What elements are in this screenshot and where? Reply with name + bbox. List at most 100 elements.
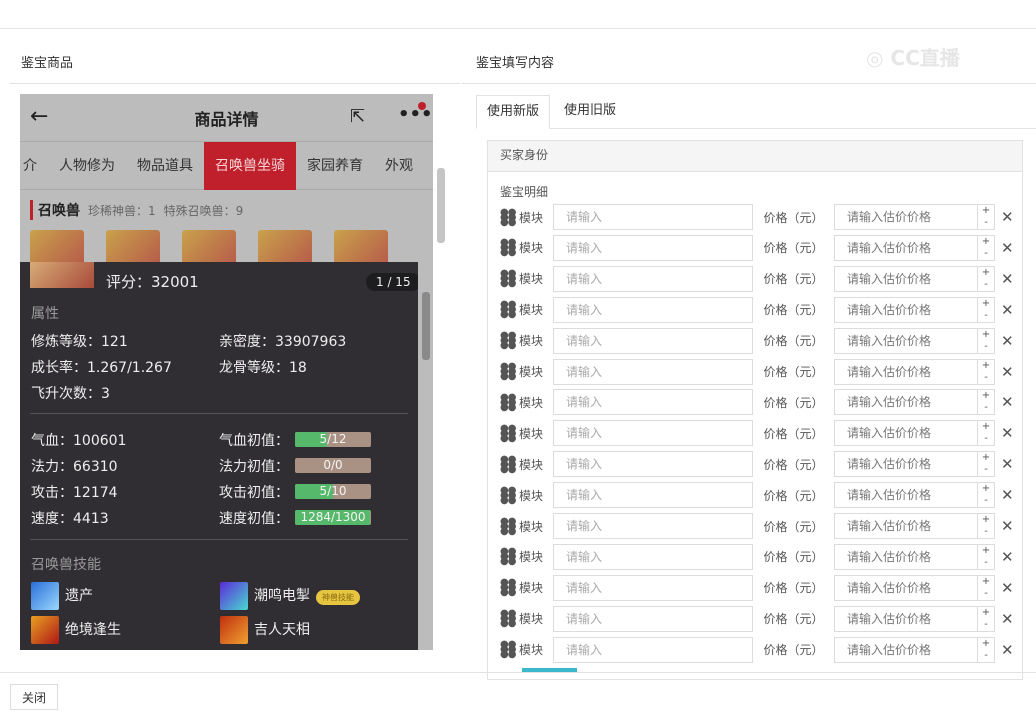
price-stepper[interactable]: + -	[978, 204, 995, 230]
price-input[interactable]: 请输入估价价格	[834, 204, 978, 230]
phone-tab[interactable]: 家园养育	[307, 157, 363, 174]
share-icon[interactable]: ⇱	[350, 106, 366, 127]
price-stepper[interactable]: + -	[978, 296, 995, 323]
remove-row-icon[interactable]: ✕	[1001, 486, 1014, 505]
price-input[interactable]: 请输入估价价格	[834, 574, 978, 601]
module-input[interactable]: 请输入	[553, 482, 753, 509]
phone-tab-active[interactable]: 召唤兽坐骑	[204, 141, 296, 190]
module-input[interactable]: 请输入	[553, 543, 753, 570]
drag-handle-icon[interactable]: ●● ●● ●●	[500, 608, 516, 630]
remove-row-icon[interactable]: ✕	[1001, 547, 1014, 566]
price-input[interactable]: 请输入估价价格	[834, 636, 978, 663]
remove-row-icon[interactable]: ✕	[1001, 640, 1014, 659]
remove-row-icon[interactable]: ✕	[1001, 424, 1014, 443]
module-label: 模块	[519, 426, 544, 441]
popup-scrollbar[interactable]	[422, 266, 430, 646]
remove-row-icon[interactable]: ✕	[1001, 362, 1014, 381]
drag-handle-icon[interactable]: ●● ●● ●●	[500, 484, 516, 506]
price-stepper[interactable]: + -	[978, 482, 995, 509]
bar-fill	[295, 510, 371, 525]
phone-tab[interactable]: 人物修为	[59, 157, 115, 174]
phone-tab[interactable]: 外观	[385, 157, 413, 174]
price-stepper[interactable]: + -	[978, 543, 995, 570]
module-input[interactable]: 请输入	[553, 636, 753, 663]
module-input[interactable]: 请输入	[553, 574, 753, 601]
phone-tab[interactable]: 介	[23, 157, 37, 174]
price-stepper[interactable]: + -	[978, 420, 995, 447]
price-input[interactable]: 请输入估价价格	[834, 389, 978, 416]
drag-handle-icon[interactable]: ●● ●● ●●	[500, 361, 516, 382]
module-input[interactable]: 请输入	[553, 451, 753, 478]
module-input[interactable]: 请输入	[553, 234, 753, 261]
drag-handle-icon[interactable]: ●● ●● ●●	[500, 639, 516, 661]
drag-handle-icon[interactable]: ●● ●● ●●	[500, 546, 516, 568]
divider	[30, 539, 408, 540]
close-button[interactable]: 关闭	[10, 684, 58, 710]
remove-row-icon[interactable]: ✕	[1001, 331, 1014, 350]
price-stepper[interactable]: + -	[978, 605, 995, 632]
module-input[interactable]: 请输入	[553, 420, 753, 447]
drag-handle-icon[interactable]: ●● ●● ●●	[500, 422, 516, 444]
module-input[interactable]: 请输入	[553, 358, 753, 385]
divider	[462, 83, 1036, 84]
price-stepper[interactable]: + -	[978, 451, 995, 478]
price-input[interactable]: 请输入估价价格	[834, 265, 978, 292]
attr: 成长率：1.267/1.267	[31, 360, 172, 376]
drag-handle-icon[interactable]: ●● ●● ●●	[500, 577, 516, 599]
price-input[interactable]: 请输入估价价格	[834, 605, 978, 632]
back-arrow-icon[interactable]: ←	[30, 104, 49, 129]
module-input[interactable]: 请输入	[553, 605, 753, 632]
remove-row-icon[interactable]: ✕	[1001, 609, 1014, 628]
price-input[interactable]: 请输入估价价格	[834, 234, 978, 261]
price-label: 价格（元）	[763, 365, 824, 379]
drag-handle-icon[interactable]: ●● ●● ●●	[500, 515, 516, 537]
drag-handle-icon[interactable]: ●● ●● ●●	[500, 453, 516, 475]
price-stepper[interactable]: + -	[978, 265, 995, 292]
remove-row-icon[interactable]: ✕	[1001, 238, 1014, 257]
module-input[interactable]: 请输入	[553, 204, 753, 230]
price-stepper[interactable]: + -	[978, 574, 995, 601]
remove-row-icon[interactable]: ✕	[1001, 393, 1014, 412]
price-input[interactable]: 请输入估价价格	[834, 482, 978, 509]
price-input[interactable]: 请输入估价价格	[834, 296, 978, 323]
remove-row-icon[interactable]: ✕	[1001, 300, 1014, 319]
scrollbar[interactable]	[437, 98, 445, 648]
price-stepper[interactable]: + -	[978, 234, 995, 261]
drag-handle-icon[interactable]: ●● ●● ●●	[500, 299, 516, 321]
price-input[interactable]: 请输入估价价格	[834, 513, 978, 539]
drag-handle-icon[interactable]: ●● ●● ●●	[500, 237, 516, 259]
remove-row-icon[interactable]: ✕	[1001, 269, 1014, 288]
tab-old-version[interactable]: 使用旧版	[564, 103, 617, 118]
attr: 龙骨等级：18	[219, 360, 307, 376]
module-input[interactable]: 请输入	[553, 327, 753, 354]
remove-row-icon[interactable]: ✕	[1001, 578, 1014, 597]
price-input[interactable]: 请输入估价价格	[834, 358, 978, 385]
phone-tab[interactable]: 物品道具	[137, 157, 193, 174]
remove-row-icon[interactable]: ✕	[1001, 455, 1014, 474]
drag-handle-icon[interactable]: ●● ●● ●●	[500, 268, 516, 290]
more-icon[interactable]: •••	[398, 104, 433, 125]
module-input[interactable]: 请输入	[553, 513, 753, 539]
price-input[interactable]: 请输入估价价格	[834, 451, 978, 478]
price-stepper[interactable]: + -	[978, 389, 995, 416]
remove-row-icon[interactable]: ✕	[1001, 208, 1014, 226]
drag-handle-icon[interactable]: ●● ●● ●●	[500, 206, 516, 228]
drag-handle-icon[interactable]: ●● ●● ●●	[500, 391, 516, 413]
module-input[interactable]: 请输入	[553, 296, 753, 323]
remove-row-icon[interactable]: ✕	[1001, 517, 1014, 535]
price-stepper[interactable]: + -	[978, 358, 995, 385]
module-input[interactable]: 请输入	[553, 389, 753, 416]
price-input[interactable]: 请输入估价价格	[834, 420, 978, 447]
module-input[interactable]: 请输入	[553, 265, 753, 292]
tab-new-version[interactable]: 使用新版	[476, 95, 551, 129]
price-stepper[interactable]: + -	[978, 636, 995, 663]
price-input[interactable]: 请输入估价价格	[834, 543, 978, 570]
price-stepper[interactable]: + -	[978, 327, 995, 354]
price-stepper[interactable]: + -	[978, 513, 995, 539]
add-button[interactable]	[522, 668, 577, 672]
drag-handle-icon[interactable]: ●● ●● ●●	[500, 330, 516, 352]
price-input[interactable]: 请输入估价价格	[834, 327, 978, 354]
module-label: 模块	[519, 365, 544, 379]
module-label: 模块	[519, 612, 544, 627]
bar-fill	[295, 484, 333, 499]
